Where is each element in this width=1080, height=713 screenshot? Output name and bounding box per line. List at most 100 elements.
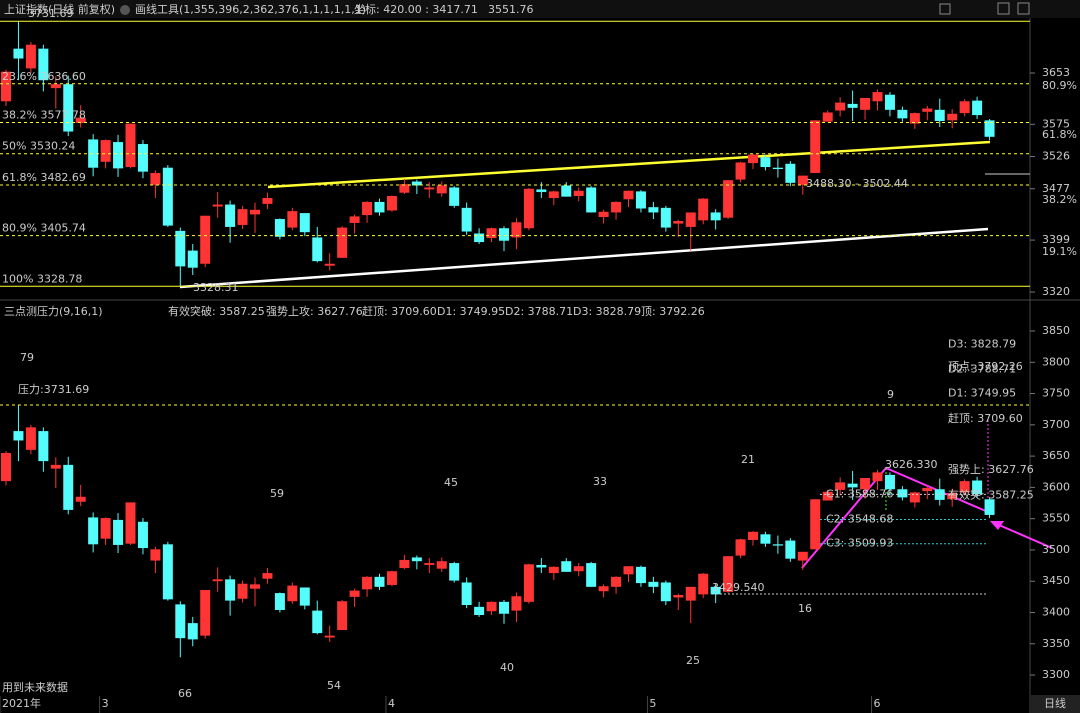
settings-btn[interactable]	[997, 2, 1010, 15]
candle-body	[810, 499, 821, 550]
candle-body	[63, 84, 74, 132]
candle-body	[150, 549, 161, 561]
candle-body	[635, 566, 646, 584]
x-tick-label: 5	[649, 697, 656, 710]
candle-body	[75, 117, 86, 123]
tool-icon[interactable]	[120, 5, 130, 15]
candle-body	[212, 204, 223, 207]
right-label: 61.8%	[1042, 128, 1077, 141]
candle-body	[785, 540, 796, 559]
candle-body	[13, 431, 24, 441]
candle-body	[835, 102, 846, 111]
candle-body	[760, 534, 771, 544]
candle-body	[424, 187, 435, 190]
candle-body	[200, 215, 211, 264]
indicator-value: D1: 3749.95	[437, 305, 505, 318]
candle-body	[187, 250, 198, 268]
candle-body	[523, 188, 534, 229]
candle-body	[536, 189, 547, 193]
candle-body	[984, 120, 995, 137]
candle-body	[499, 228, 509, 241]
candle-body	[959, 101, 970, 114]
fib-label: 23.6% 3636.60	[2, 70, 86, 83]
candle-body	[698, 573, 709, 595]
candle-body	[237, 209, 248, 225]
level-label: 强势上: 3627.76	[948, 463, 1034, 476]
up-count: 21	[741, 453, 755, 466]
pane-title: 三点测压力(9,16,1)	[4, 305, 103, 318]
x-tick-label: 2021年	[2, 696, 41, 710]
candle-body	[835, 482, 846, 490]
candle-body	[411, 181, 422, 186]
close-btn[interactable]	[1017, 2, 1030, 15]
x-tick-label: 4	[388, 697, 395, 710]
candle-body	[436, 561, 447, 569]
candle-body	[760, 157, 771, 168]
swing-label: 3429.540	[712, 581, 765, 594]
candle-body	[548, 566, 559, 574]
indicator-value: 顶: 3792.26	[641, 305, 705, 318]
candle-body	[611, 576, 622, 587]
candle-body	[250, 209, 260, 215]
level-label: 顶点: 3792.26	[948, 360, 1023, 373]
candle-body	[63, 464, 74, 510]
candle-body	[884, 94, 895, 110]
candle-body	[860, 97, 871, 110]
arrow-head	[990, 521, 1004, 530]
swing-label: 3626.330	[885, 458, 938, 471]
candle-body	[984, 499, 995, 515]
candle-body	[449, 563, 460, 581]
period-btn[interactable]	[1030, 695, 1080, 713]
candle-body	[947, 493, 958, 500]
y-tick-label: 3477	[1042, 182, 1070, 195]
candle-body	[374, 576, 385, 587]
candle-body	[573, 566, 584, 572]
candle-body	[436, 185, 447, 194]
candle-body	[847, 483, 858, 488]
c-label: C3: 3509.93	[826, 537, 893, 550]
candle-body	[735, 539, 746, 556]
fib-label: 50% 3530.24	[2, 140, 75, 153]
candle-body	[1, 452, 11, 482]
down-count: 16	[798, 602, 812, 615]
candle-body	[748, 531, 758, 540]
down-count: 40	[500, 661, 514, 674]
candle-body	[100, 518, 111, 539]
annotation: 3328.31	[193, 281, 239, 294]
candle-body	[847, 103, 858, 108]
cursor: 坐标: 420.00 : 3417.71	[354, 2, 478, 16]
candle-body	[50, 464, 61, 469]
candle-body	[548, 191, 559, 198]
candle-body	[349, 216, 360, 223]
fib-label: 3731.69	[28, 7, 74, 20]
y-tick-label: 3750	[1042, 387, 1070, 400]
trend-line	[267, 140, 991, 189]
candle-body	[175, 230, 186, 267]
menu-btn[interactable]	[939, 3, 951, 15]
candle-body	[660, 207, 671, 228]
cursor-price: 3551.76	[488, 3, 534, 16]
candle-body	[337, 601, 348, 631]
candle-body	[909, 492, 920, 503]
y-tick-label: 3399	[1042, 233, 1070, 246]
candle-body	[947, 113, 958, 121]
candle-body	[13, 48, 24, 59]
y-tick-label: 3550	[1042, 512, 1070, 525]
candle-body	[797, 175, 808, 185]
candle-body	[386, 196, 397, 211]
candle-body	[113, 519, 124, 545]
down-count: 66	[178, 687, 192, 700]
y-tick-label: 3600	[1042, 480, 1070, 493]
candle-body	[934, 109, 945, 122]
candle-body	[536, 564, 547, 568]
candle-body	[474, 233, 485, 243]
candle-body	[698, 198, 709, 221]
candle-body	[748, 154, 758, 164]
candle-body	[860, 478, 871, 490]
x-tick-label: 3	[102, 697, 109, 710]
candle-body	[287, 585, 298, 602]
candle-body	[274, 593, 285, 610]
candle-body	[785, 163, 796, 183]
period: 日线	[1044, 696, 1066, 710]
tool-name: 画线工具(1,355,396,2,362,376,1,1,1,1,1,1)	[135, 2, 366, 16]
